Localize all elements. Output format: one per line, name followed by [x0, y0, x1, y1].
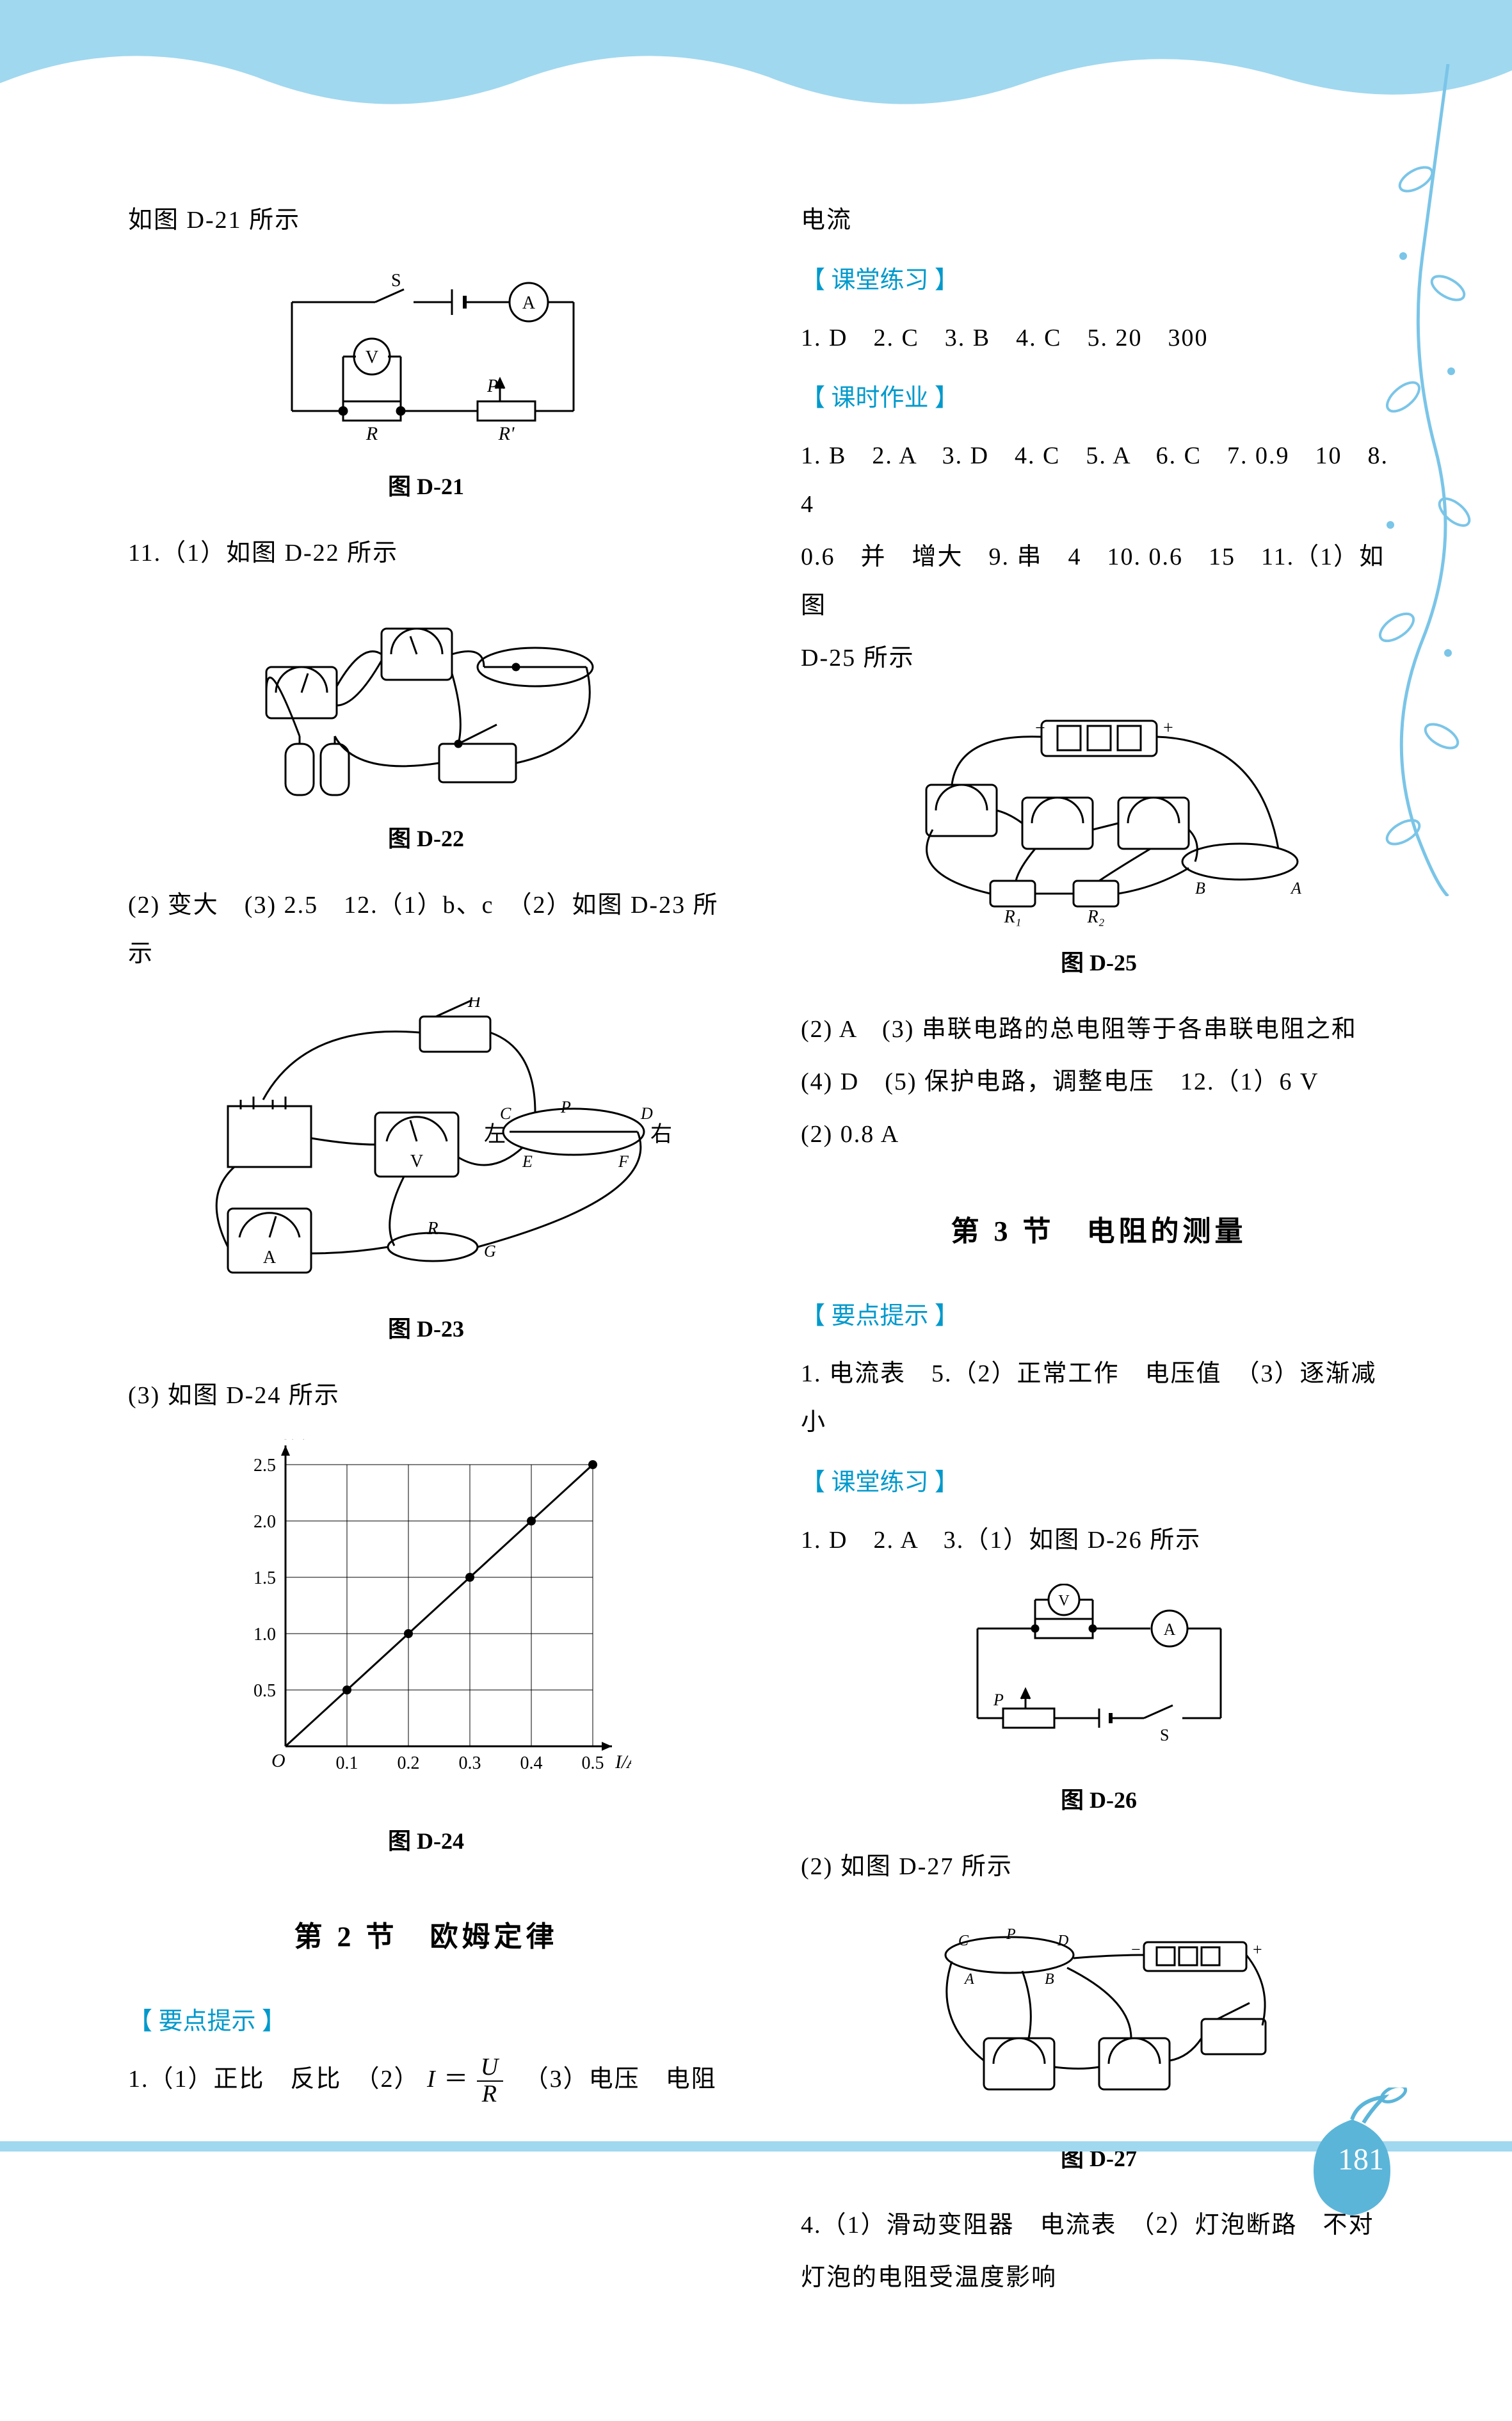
- svg-text:E: E: [522, 1152, 533, 1171]
- svg-text:O: O: [271, 1750, 286, 1771]
- section-ktlx: 【 课堂练习 】: [801, 256, 1397, 305]
- content-wrapper: 如图 D-21 所示 S A: [0, 128, 1512, 2421]
- svg-text:H: H: [467, 997, 482, 1011]
- figure-d25-caption: 图 D-25: [801, 940, 1397, 986]
- figure-d21: S A R R': [128, 264, 724, 510]
- svg-text:F: F: [618, 1152, 629, 1171]
- svg-text:+: +: [1163, 718, 1173, 738]
- kszy-l2: 0.6 并 增大 9. 串 4 10. 0.6 15 11.（1）如图: [801, 533, 1397, 630]
- svg-text:S: S: [1160, 1726, 1169, 1744]
- r-intro: 电流: [801, 196, 1397, 245]
- svg-text:0.4: 0.4: [520, 1753, 542, 1773]
- text-intro: 如图 D-21 所示: [128, 196, 724, 245]
- after25-l1: (2) A (3) 串联电路的总电阻等于各串联电阻之和: [801, 1005, 1397, 1054]
- figure-d26: A P S: [801, 1584, 1397, 1823]
- formula-frac: U R: [477, 2055, 503, 2107]
- svg-text:R₁: R₁: [1003, 907, 1021, 927]
- svg-text:P: P: [560, 1098, 571, 1116]
- svg-text:D: D: [1057, 1933, 1068, 1949]
- section-ktlx3: 【 课堂练习 】: [801, 1458, 1397, 1507]
- svg-text:V: V: [1058, 1593, 1070, 1609]
- kszy-l1: 1. B 2. A 3. D 4. C 5. A 6. C 7. 0.9 10 …: [801, 431, 1397, 529]
- ydt-line1-a: 1.（1）正比 反比 （2）: [128, 2066, 420, 2093]
- svg-text:D: D: [640, 1104, 653, 1123]
- svg-text:−: −: [1035, 718, 1045, 738]
- svg-text:P: P: [487, 376, 498, 396]
- text-11: 11.（1）如图 D-22 所示: [128, 529, 724, 577]
- chapter-2-title: 第 2 节 欧姆定律: [128, 1909, 724, 1965]
- svg-text:A: A: [522, 293, 535, 313]
- figure-d21-caption: 图 D-21: [128, 463, 724, 510]
- d27-intro: (2) 如图 D-27 所示: [801, 1842, 1397, 1891]
- svg-text:R': R': [497, 423, 514, 444]
- figure-d22-caption: 图 D-22: [128, 816, 724, 862]
- svg-text:0.5: 0.5: [581, 1753, 604, 1773]
- figure-d23-caption: 图 D-23: [128, 1306, 724, 1352]
- text-after22: (2) 变大 (3) 2.5 12.（1）b、c （2）如图 D-23 所示: [128, 881, 724, 978]
- svg-text:P: P: [993, 1691, 1004, 1709]
- svg-text:左: 左: [484, 1122, 506, 1146]
- figure-d23: H V C P D E F 左 右: [128, 997, 724, 1352]
- after25-l2: (4) D (5) 保护电路，调整电压 12.（1）6 V: [801, 1058, 1397, 1106]
- svg-text:0.2: 0.2: [397, 1753, 419, 1773]
- svg-text:R: R: [365, 423, 377, 444]
- svg-text:B: B: [1045, 1971, 1054, 1988]
- formula-U: U: [477, 2055, 503, 2082]
- figure-d22: 图 D-22: [128, 597, 724, 862]
- figure-d26-caption: 图 D-26: [801, 1777, 1397, 1823]
- svg-text:B: B: [1195, 879, 1205, 897]
- page-number: 181: [1338, 2142, 1384, 2177]
- svg-text:V: V: [410, 1152, 422, 1171]
- chapter-3-title: 第 3 节 电阻的测量: [801, 1203, 1397, 1260]
- svg-text:1.5: 1.5: [253, 1568, 276, 1588]
- ktlx-l1: 1. D 2. C 3. B 4. C 5. 20 300: [801, 314, 1397, 362]
- svg-text:U/V: U/V: [279, 1439, 312, 1444]
- ydt3-l1: 1. 电流表 5.（2）正常工作 电压值 （3）逐渐减小: [801, 1349, 1397, 1447]
- svg-text:C: C: [500, 1104, 511, 1123]
- svg-text:A: A: [1290, 879, 1301, 897]
- ktlx3-l1: 1. D 2. A 3.（1）如图 D-26 所示: [801, 1516, 1397, 1564]
- svg-text:S: S: [391, 271, 401, 291]
- svg-text:A: A: [1163, 1620, 1175, 1639]
- svg-text:2.5: 2.5: [253, 1456, 276, 1476]
- svg-text:I/A: I/A: [615, 1751, 631, 1773]
- svg-text:P: P: [1006, 1926, 1016, 1943]
- svg-text:R: R: [426, 1219, 438, 1239]
- ydt-line1: 1.（1）正比 反比 （2） I ＝ U R （3）电压 电阻: [128, 2055, 724, 2107]
- svg-text:+: +: [1253, 1940, 1262, 1959]
- svg-text:右: 右: [650, 1122, 672, 1146]
- formula-R: R: [477, 2082, 503, 2107]
- svg-text:V: V: [365, 348, 378, 367]
- section-ydt: 【 要点提示 】: [128, 1997, 724, 2046]
- text-d24-intro: (3) 如图 D-24 所示: [128, 1371, 724, 1420]
- ydt-line1-b: （3）电压 电阻: [511, 2066, 717, 2093]
- svg-text:0.5: 0.5: [253, 1681, 276, 1701]
- kszy-l3: D-25 所示: [801, 634, 1397, 682]
- right-column: 电流 【 课堂练习 】 1. D 2. C 3. B 4. C 5. 20 30…: [762, 192, 1397, 2306]
- vine-decoration: [1320, 64, 1486, 896]
- svg-text:2.0: 2.0: [253, 1512, 276, 1532]
- svg-text:1.0: 1.0: [253, 1625, 276, 1645]
- svg-text:0.1: 0.1: [335, 1753, 358, 1773]
- svg-text:R₂: R₂: [1086, 907, 1104, 927]
- figure-d24-caption: 图 D-24: [128, 1818, 724, 1864]
- formula-eq: ＝: [444, 2066, 469, 2093]
- after25-l3: (2) 0.8 A: [801, 1110, 1397, 1159]
- after27-l2: 灯泡的电阻受温度影响: [801, 2253, 1397, 2302]
- figure-d25: − + R₁ R₂ B A: [801, 702, 1397, 986]
- svg-text:A: A: [262, 1248, 276, 1267]
- section-kszy: 【 课时作业 】: [801, 374, 1397, 422]
- section-ydt3: 【 要点提示 】: [801, 1292, 1397, 1340]
- svg-text:A: A: [963, 1971, 974, 1988]
- figure-d24: 0.1 0.2 0.3 0.4 0.5 0.5 1.0 1.5 2.0 2.5 O U/V I/A 图 …: [128, 1439, 724, 1864]
- svg-text:C: C: [958, 1933, 969, 1949]
- formula-I: I: [427, 2066, 437, 2093]
- header-wave: [0, 0, 1512, 128]
- svg-text:0.3: 0.3: [458, 1753, 481, 1773]
- left-column: 如图 D-21 所示 S A: [128, 192, 762, 2306]
